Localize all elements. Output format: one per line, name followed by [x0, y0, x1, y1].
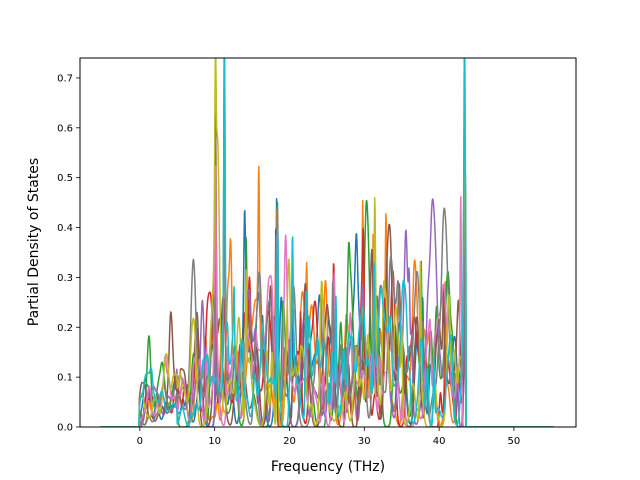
y-tick-label: 0.7 — [57, 73, 73, 84]
series-layer — [99, 58, 554, 427]
y-tick-label: 0.6 — [57, 123, 73, 134]
x-tick-label: 50 — [508, 436, 521, 447]
x-tick-label: 20 — [283, 436, 296, 447]
y-tick-label: 0.5 — [57, 173, 73, 184]
y-tick-label: 0.0 — [57, 423, 73, 434]
x-tick-label: 30 — [358, 436, 371, 447]
y-axis-label: Partial Density of States — [26, 158, 42, 326]
x-tick-label: 0 — [137, 436, 143, 447]
pdos-series-line — [99, 124, 554, 427]
pdos-series-line — [99, 58, 554, 427]
x-axis-label: Frequency (THz) — [271, 459, 385, 475]
x-tick-label: 40 — [433, 436, 446, 447]
pdos-series-line — [99, 58, 554, 427]
x-axis-ticks: 0 10 20 30 40 50 — [137, 427, 521, 447]
y-tick-label: 0.2 — [57, 323, 73, 334]
y-tick-label: 0.4 — [57, 223, 73, 234]
y-axis-ticks: 0.0 0.1 0.2 0.3 0.4 0.5 0.6 0.7 — [57, 73, 80, 434]
x-tick-label: 10 — [208, 436, 221, 447]
plot-frame — [79, 57, 577, 428]
y-tick-label: 0.1 — [57, 373, 73, 384]
pdos-series-line — [99, 142, 554, 427]
y-tick-label: 0.3 — [57, 273, 73, 284]
